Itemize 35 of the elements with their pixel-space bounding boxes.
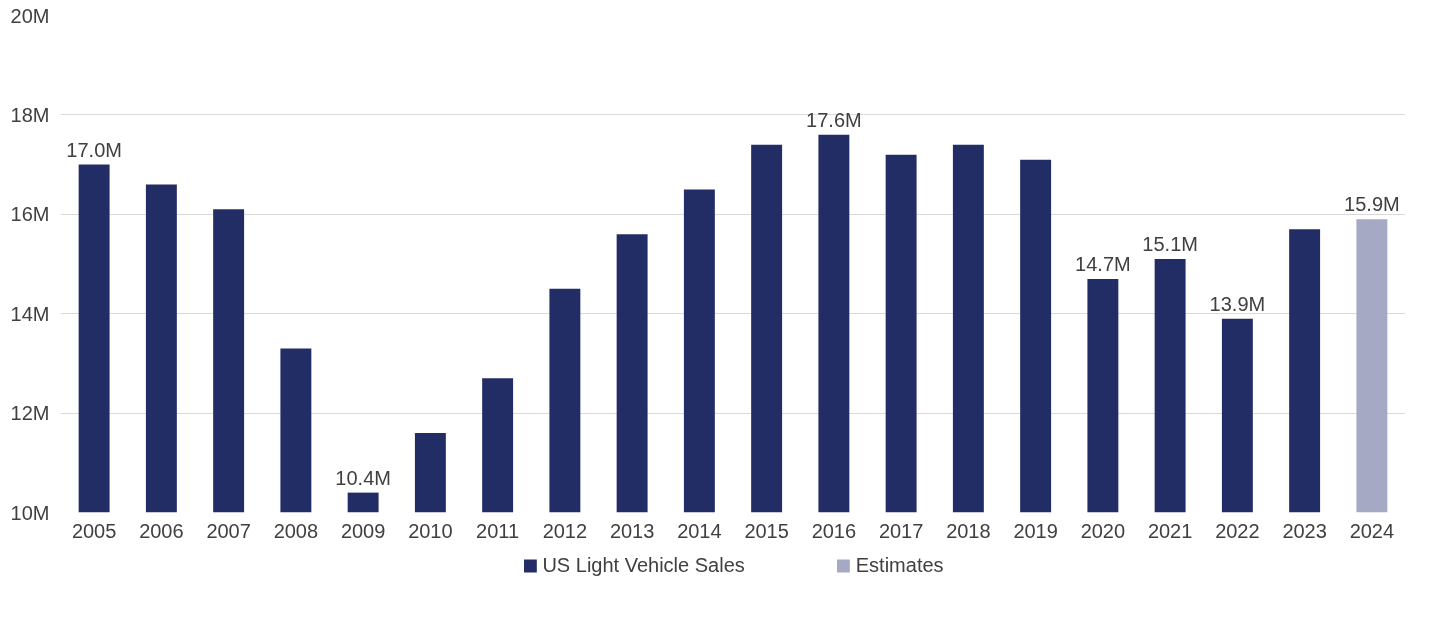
x-tick-label: 2008 xyxy=(273,519,319,542)
x-tick-label: 2010 xyxy=(408,519,453,542)
x-tick-label: 2023 xyxy=(1282,519,1327,542)
data-label: 14.7M xyxy=(1075,252,1131,275)
x-tick-label: 2021 xyxy=(1147,519,1193,542)
data-label: 13.9M xyxy=(1209,292,1266,315)
y-tick-label: 12M xyxy=(10,402,50,425)
x-tick-label: 2020 xyxy=(1080,519,1126,542)
y-tick-label: 16M xyxy=(10,203,50,226)
data-label: 17.0M xyxy=(66,138,122,161)
x-tick-label: 2013 xyxy=(609,519,655,542)
y-tick-label: 14M xyxy=(10,302,50,325)
x-tick-label: 2018 xyxy=(946,519,991,542)
x-tick-label: 2012 xyxy=(542,519,588,542)
x-tick-label: 2011 xyxy=(476,519,520,542)
x-tick-label: 2017 xyxy=(878,519,924,542)
x-tick-label: 2006 xyxy=(139,519,184,542)
data-label: 10.4M xyxy=(335,466,391,489)
data-label: 17.6M xyxy=(806,108,862,131)
x-tick-label: 2016 xyxy=(811,519,857,542)
y-tick-label: 18M xyxy=(10,103,50,126)
x-tick-label: 2005 xyxy=(71,519,117,542)
x-tick-label: 2019 xyxy=(1013,519,1058,542)
data-label: 15.9M xyxy=(1344,193,1400,216)
x-tick-label: 2015 xyxy=(744,519,789,542)
legend-label: US Light Vehicle Sales xyxy=(542,553,745,577)
x-tick-label: 2022 xyxy=(1215,519,1260,542)
x-tick-label: 2009 xyxy=(340,519,386,542)
x-tick-label: 2007 xyxy=(206,519,251,542)
legend-label: Estimates xyxy=(855,553,944,577)
y-tick-label: 10M xyxy=(10,501,50,524)
y-tick-label: 20M xyxy=(10,4,50,27)
data-label: 15.1M xyxy=(1142,233,1198,256)
x-tick-label: 2024 xyxy=(1349,519,1395,542)
x-tick-label: 2014 xyxy=(677,519,722,542)
